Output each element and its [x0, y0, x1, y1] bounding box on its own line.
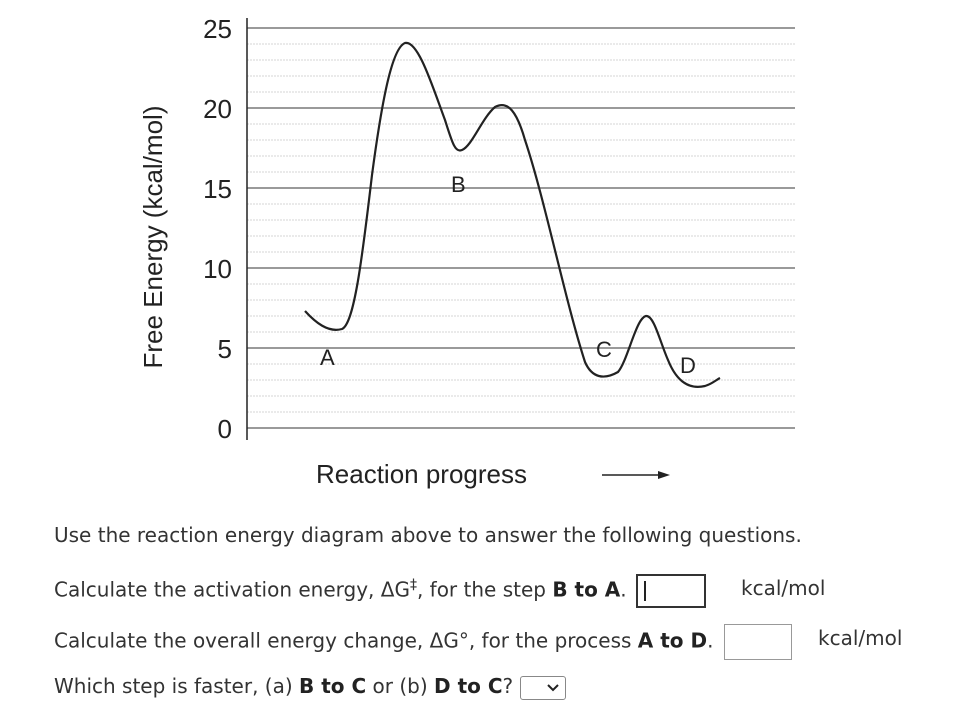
- energy-curve: [304, 41, 721, 388]
- y-tick-label: 20: [203, 94, 232, 124]
- x-axis-arrowhead: [658, 471, 670, 479]
- point-label-c: C: [596, 337, 612, 362]
- y-tick-labels: 25 20 15 10 5 0: [203, 14, 232, 444]
- x-axis-title: Reaction progress: [316, 459, 527, 489]
- question-intro: Use the reaction energy diagram above to…: [54, 523, 802, 547]
- y-tick-label: 5: [218, 334, 232, 364]
- y-axis-title: Free Energy (kcal/mol): [138, 106, 168, 369]
- overall-energy-unit: kcal/mol: [818, 626, 903, 650]
- point-label-d: D: [680, 353, 696, 378]
- overall-energy-input[interactable]: [723, 624, 792, 660]
- grid-lines: [247, 27, 795, 429]
- question-faster-step: Which step is faster, (a) B to C or (b) …: [54, 674, 566, 700]
- question-overall-energy: Calculate the overall energy change, ΔG°…: [54, 624, 792, 660]
- text-cursor: [643, 581, 646, 601]
- question-activation-energy: Calculate the activation energy, ΔG‡, fo…: [54, 574, 706, 608]
- activation-energy-input[interactable]: [635, 574, 706, 608]
- y-tick-label: 25: [203, 14, 232, 44]
- point-label-b: B: [451, 172, 466, 197]
- faster-step-select[interactable]: [519, 675, 566, 700]
- y-tick-label: 0: [218, 414, 232, 444]
- point-label-a: A: [320, 345, 335, 370]
- activation-energy-unit: kcal/mol: [741, 576, 826, 600]
- chevron-down-icon: [546, 683, 559, 691]
- y-tick-label: 15: [203, 174, 232, 204]
- y-tick-label: 10: [203, 254, 232, 284]
